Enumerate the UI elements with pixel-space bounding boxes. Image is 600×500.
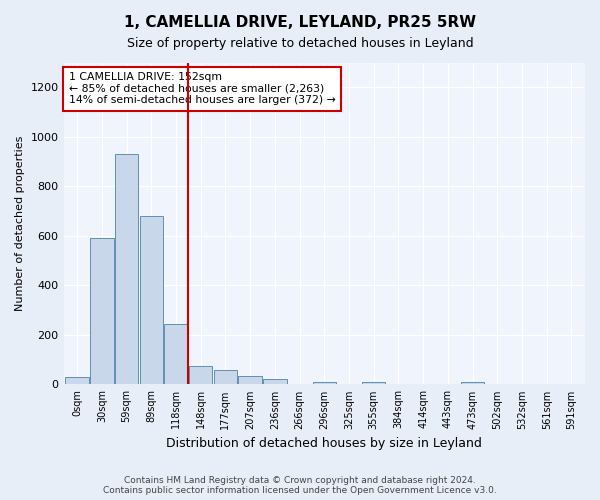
Bar [90, 238, 113, 384]
Bar [164, 324, 188, 384]
Text: 1 CAMELLIA DRIVE: 152sqm
← 85% of detached houses are smaller (2,263)
14% of sem: 1 CAMELLIA DRIVE: 152sqm ← 85% of detach… [69, 72, 335, 106]
Text: Size of property relative to detached houses in Leyland: Size of property relative to detached ho… [127, 38, 473, 51]
Bar [263, 380, 287, 384]
Bar [189, 366, 212, 384]
Bar [313, 382, 336, 384]
Y-axis label: Number of detached properties: Number of detached properties [15, 136, 25, 311]
Bar [461, 382, 484, 384]
Bar [362, 382, 385, 384]
Bar [115, 154, 139, 384]
Bar [65, 377, 89, 384]
Text: 1, CAMELLIA DRIVE, LEYLAND, PR25 5RW: 1, CAMELLIA DRIVE, LEYLAND, PR25 5RW [124, 15, 476, 30]
Bar [214, 370, 237, 384]
Bar [238, 376, 262, 384]
X-axis label: Distribution of detached houses by size in Leyland: Distribution of detached houses by size … [166, 437, 482, 450]
Text: Contains HM Land Registry data © Crown copyright and database right 2024.
Contai: Contains HM Land Registry data © Crown c… [103, 476, 497, 495]
Bar [140, 216, 163, 384]
